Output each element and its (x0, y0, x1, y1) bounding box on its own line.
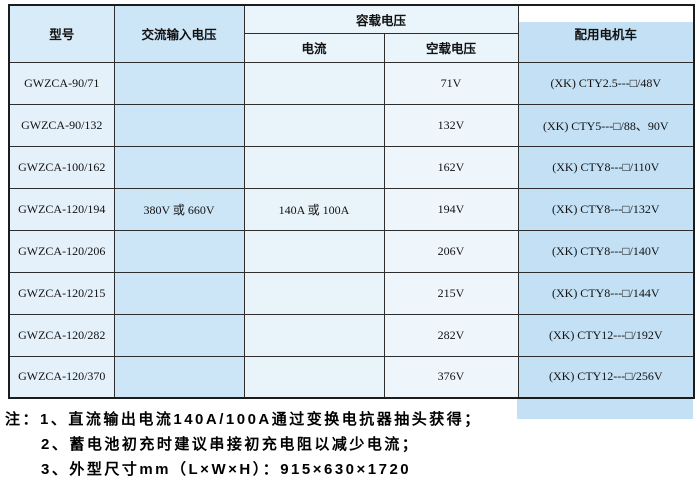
no-load-voltage-cell: 162V (383, 145, 519, 189)
locomotive-cell: (XK) CTY5---□/88、90V (517, 103, 695, 147)
current-cell (243, 103, 385, 147)
header-model: 型号 (8, 4, 115, 63)
ac-input-cell (113, 103, 245, 147)
current-cell (243, 355, 385, 399)
model-cell: GWZCA-120/215 (8, 271, 115, 315)
header-ac-input: 交流输入电压 (113, 4, 245, 63)
note-line-2: 2、蓄电池初充时建议串接初充电阻以减少电流； (41, 436, 420, 453)
model-cell: GWZCA-100/162 (8, 145, 115, 189)
ac-input-cell (113, 313, 245, 357)
ac-input-cell (113, 61, 245, 105)
note-line-3: 3、外型尺寸mm（L×W×H）：915×630×1720 (41, 461, 412, 478)
table-row: GWZCA-120/215 215V (XK) CTY8---□/144V (8, 271, 695, 315)
no-load-voltage-cell: 194V (383, 187, 519, 231)
model-cell: GWZCA-120/370 (8, 355, 115, 399)
model-cell: GWZCA-120/282 (8, 313, 115, 357)
current-cell (243, 61, 385, 105)
current-cell (243, 229, 385, 273)
locomotive-cell: (XK) CTY8---□/110V (517, 145, 695, 189)
spec-table: 型号 交流输入电压 容载电压 配用电机车 电流 空载电压 GWZCA-90/71… (8, 4, 696, 399)
ac-input-cell (113, 355, 245, 399)
no-load-voltage-cell: 71V (383, 61, 519, 105)
header-locomotive: 配用电机车 (517, 4, 695, 63)
note-line-1: 注：1、直流输出电流140A/100A通过变换电抗器抽头获得； (5, 407, 482, 432)
current-cell (243, 145, 385, 189)
current-cell (243, 313, 385, 357)
table-row: GWZCA-120/282 282V (XK) CTY12---□/192V (8, 313, 695, 357)
ac-input-cell (113, 229, 245, 273)
locomotive-cell: (XK) CTY2.5---□/48V (517, 61, 695, 105)
ac-input-cell (113, 271, 245, 315)
locomotive-cell: (XK) CTY8---□/144V (517, 271, 695, 315)
current-cell (243, 271, 385, 315)
table-row: GWZCA-90/132 132V (XK) CTY5---□/88、90V (8, 103, 695, 147)
locomotive-cell: (XK) CTY8---□/132V (517, 187, 695, 231)
table-row: GWZCA-120/370 376V (XK) CTY12---□/256V (8, 355, 695, 399)
table-row: GWZCA-90/71 71V (XK) CTY2.5---□/48V (8, 61, 695, 105)
table-row: GWZCA-120/194 380V 或 660V 140A 或 100A 19… (8, 187, 695, 231)
locomotive-cell: (XK) CTY12---□/256V (517, 355, 695, 399)
table-row: GWZCA-120/206 206V (XK) CTY8---□/140V (8, 229, 695, 273)
model-cell: GWZCA-120/194 (8, 187, 115, 231)
note-prefix: 注： (5, 411, 41, 428)
footnotes: 注：1、直流输出电流140A/100A通过变换电抗器抽头获得； 2、蓄电池初充时… (5, 407, 482, 482)
current-cell: 140A 或 100A (243, 187, 385, 231)
no-load-voltage-cell: 376V (383, 355, 519, 399)
table-row: GWZCA-100/162 162V (XK) CTY8---□/110V (8, 145, 695, 189)
model-cell: GWZCA-120/206 (8, 229, 115, 273)
header-current: 电流 (243, 32, 385, 63)
model-cell: GWZCA-90/71 (8, 61, 115, 105)
header-load-voltage-group: 容载电压 (243, 4, 519, 34)
model-cell: GWZCA-90/132 (8, 103, 115, 147)
note-text: 1、直流输出电流140A/100A通过变换电抗器抽头获得； (40, 411, 482, 428)
no-load-voltage-cell: 215V (383, 271, 519, 315)
header-row-sub: 电流 空载电压 (9, 32, 694, 63)
locomotive-cell: (XK) CTY12---□/192V (517, 313, 695, 357)
ac-input-cell (113, 145, 245, 189)
no-load-voltage-cell: 132V (383, 103, 519, 147)
header-row-top: 型号 交流输入电压 容载电压 配用电机车 (8, 4, 695, 63)
ac-input-cell: 380V 或 660V (113, 187, 245, 231)
no-load-voltage-cell: 282V (383, 313, 519, 357)
header-no-load-voltage: 空载电压 (383, 32, 519, 63)
no-load-voltage-cell: 206V (383, 229, 519, 273)
locomotive-cell: (XK) CTY8---□/140V (517, 229, 695, 273)
